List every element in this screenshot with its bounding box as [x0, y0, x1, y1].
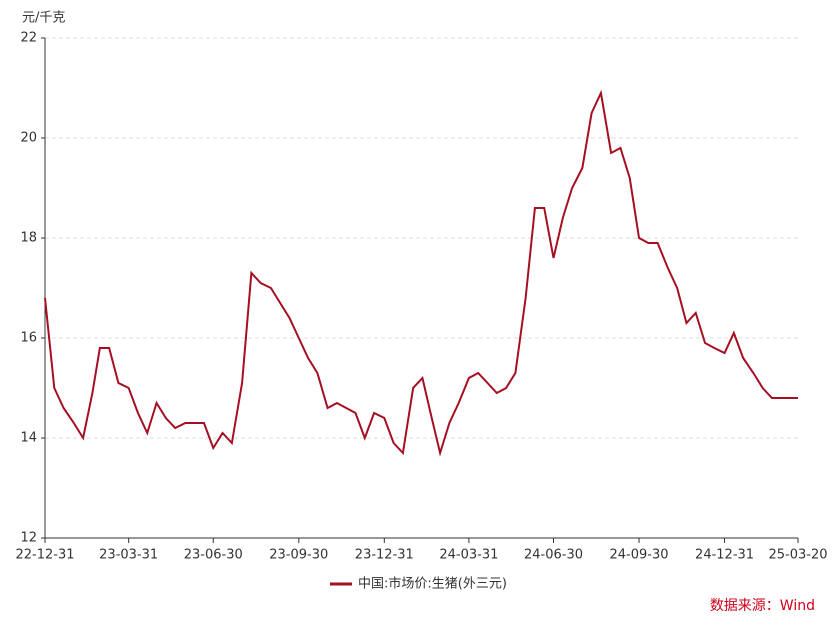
y-unit: 元/千克: [22, 11, 65, 26]
x-tick-label: 24-09-30: [610, 548, 669, 563]
x-tick-label: 23-09-30: [269, 548, 328, 563]
x-tick-label: 22-12-31: [15, 548, 74, 563]
source-note: 数据来源：Wind: [710, 598, 815, 614]
x-tick-label: 23-12-31: [355, 548, 414, 563]
y-tick-label: 18: [20, 231, 37, 246]
y-tick-label: 14: [20, 431, 37, 446]
y-tick-label: 12: [20, 531, 37, 546]
legend-label: 中国:市场价:生猪(外三元): [358, 576, 507, 592]
y-tick-label: 16: [20, 331, 37, 346]
x-tick-label: 23-03-31: [99, 548, 158, 563]
series-line: [44, 89, 798, 457]
x-tick-label: 25-03-20: [768, 548, 827, 563]
x-tick-label: 24-06-30: [524, 548, 583, 563]
x-tick-label: 23-06-30: [184, 548, 243, 563]
y-tick-label: 22: [20, 31, 37, 46]
y-tick-label: 20: [20, 131, 37, 146]
x-tick-label: 24-03-31: [439, 548, 498, 563]
x-tick-label: 24-12-31: [695, 548, 754, 563]
